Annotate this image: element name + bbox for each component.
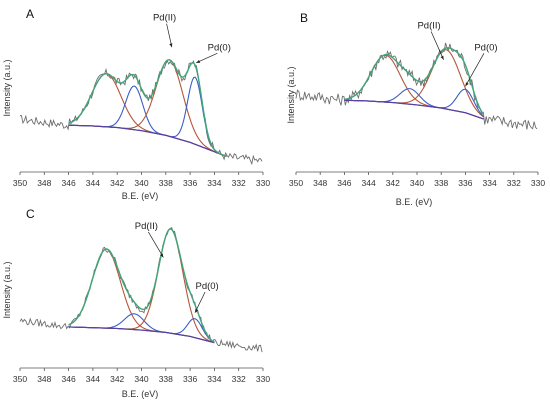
- annotation-arrowhead-b: [465, 82, 469, 87]
- x-tick-label-c: 348: [37, 374, 51, 384]
- panel-letter-c: C: [26, 207, 35, 221]
- background-line-a: [68, 124, 227, 157]
- x-tick-label-b: 346: [337, 178, 351, 188]
- x-tick-label-a: 338: [159, 178, 173, 188]
- component-peak-b-2: [344, 88, 484, 120]
- x-tick-label-a: 336: [183, 178, 197, 188]
- y-axis-title-c: Intensity (a.u.): [2, 261, 12, 318]
- raw-spectrum-b: [295, 42, 538, 130]
- fit-envelope-a: [68, 59, 227, 158]
- annotation-label-b: Pd(II): [417, 20, 440, 31]
- x-tick-label-b: 334: [483, 178, 497, 188]
- annotation-label-c: Pd(0): [195, 281, 218, 292]
- x-tick-label-c: 344: [86, 374, 100, 384]
- x-tick-label-a: 332: [232, 178, 246, 188]
- fit-envelope-c: [68, 228, 215, 343]
- annotation-arrowhead-b: [440, 55, 444, 60]
- annotation-arrowhead-c: [194, 308, 199, 313]
- background-line-c: [68, 326, 215, 344]
- x-tick-label-c: 332: [232, 374, 246, 384]
- annotation-arrow-c: [194, 291, 206, 313]
- panel-c: C Intensity (a.u.) B.E. (eV) 350 348 346 34…: [2, 207, 270, 399]
- x-tick-label-c: 336: [183, 374, 197, 384]
- x-tick-label-b: 330: [531, 178, 545, 188]
- y-axis-title-b: Intensity (a.u.): [286, 66, 296, 123]
- x-tick-label-b: 344: [362, 178, 376, 188]
- annotation-label-c: Pd(II): [135, 221, 158, 232]
- panel-letter-a: A: [26, 7, 34, 21]
- annotation-arrowhead-a: [169, 43, 173, 48]
- x-axis-title-a: B.E. (eV): [122, 191, 159, 201]
- annotation-label-a: Pd(II): [153, 13, 176, 24]
- x-axis-title-b: B.E. (eV): [396, 197, 433, 207]
- panel-a: A Intensity (a.u.) B.E. (eV) 350 348 346 34…: [2, 7, 270, 201]
- annotation-label-b: Pd(0): [474, 42, 497, 53]
- x-tick-label-a: 346: [62, 178, 76, 188]
- x-tick-label-a: 334: [207, 178, 221, 188]
- x-tick-label-b: 338: [434, 178, 448, 188]
- x-tick-label-b: 332: [507, 178, 521, 188]
- x-tick-label-a: 344: [86, 178, 100, 188]
- y-axis-title-a: Intensity (a.u.): [2, 59, 12, 116]
- x-tick-label-b: 350: [289, 178, 303, 188]
- x-tick-label-a: 330: [256, 178, 270, 188]
- x-tick-label-a: 342: [110, 178, 124, 188]
- x-tick-label-a: 340: [134, 178, 148, 188]
- annotation-arrowhead-a: [196, 59, 201, 63]
- annotation-arrow-b: [430, 31, 444, 60]
- x-axis-title-c: B.E. (eV): [122, 389, 159, 399]
- x-tick-label-a: 348: [37, 178, 51, 188]
- x-tick-label-b: 342: [386, 178, 400, 188]
- x-tick-label-c: 330: [256, 374, 270, 384]
- x-tick-label-b: 348: [313, 178, 327, 188]
- annotation-arrow-a: [166, 23, 173, 48]
- x-tick-label-c: 346: [62, 374, 76, 384]
- x-tick-label-c: 350: [13, 374, 27, 384]
- x-tick-label-c: 342: [110, 374, 124, 384]
- annotation-arrow-a: [196, 53, 218, 64]
- x-tick-label-b: 336: [458, 178, 472, 188]
- annotation-label-a: Pd(0): [208, 42, 231, 53]
- annotation-arrow-b: [465, 53, 485, 87]
- panel-letter-b: B: [300, 11, 308, 25]
- x-tick-label-c: 334: [207, 374, 221, 384]
- x-tick-label-c: 340: [134, 374, 148, 384]
- fit-envelope-b: [344, 47, 485, 115]
- background-line-b: [344, 99, 484, 120]
- component-peak-b-1: [344, 54, 484, 120]
- annotation-arrowhead-c: [160, 253, 164, 258]
- x-tick-label-c: 338: [159, 374, 173, 384]
- x-tick-label-a: 350: [13, 178, 27, 188]
- annotation-arrow-c: [148, 231, 164, 258]
- x-tick-label-b: 340: [410, 178, 424, 188]
- raw-spectrum-a: [19, 59, 263, 166]
- raw-spectrum-c: [19, 226, 263, 353]
- panel-b: B Intensity (a.u.) B.E. (eV) 350 348 346 34…: [286, 11, 545, 207]
